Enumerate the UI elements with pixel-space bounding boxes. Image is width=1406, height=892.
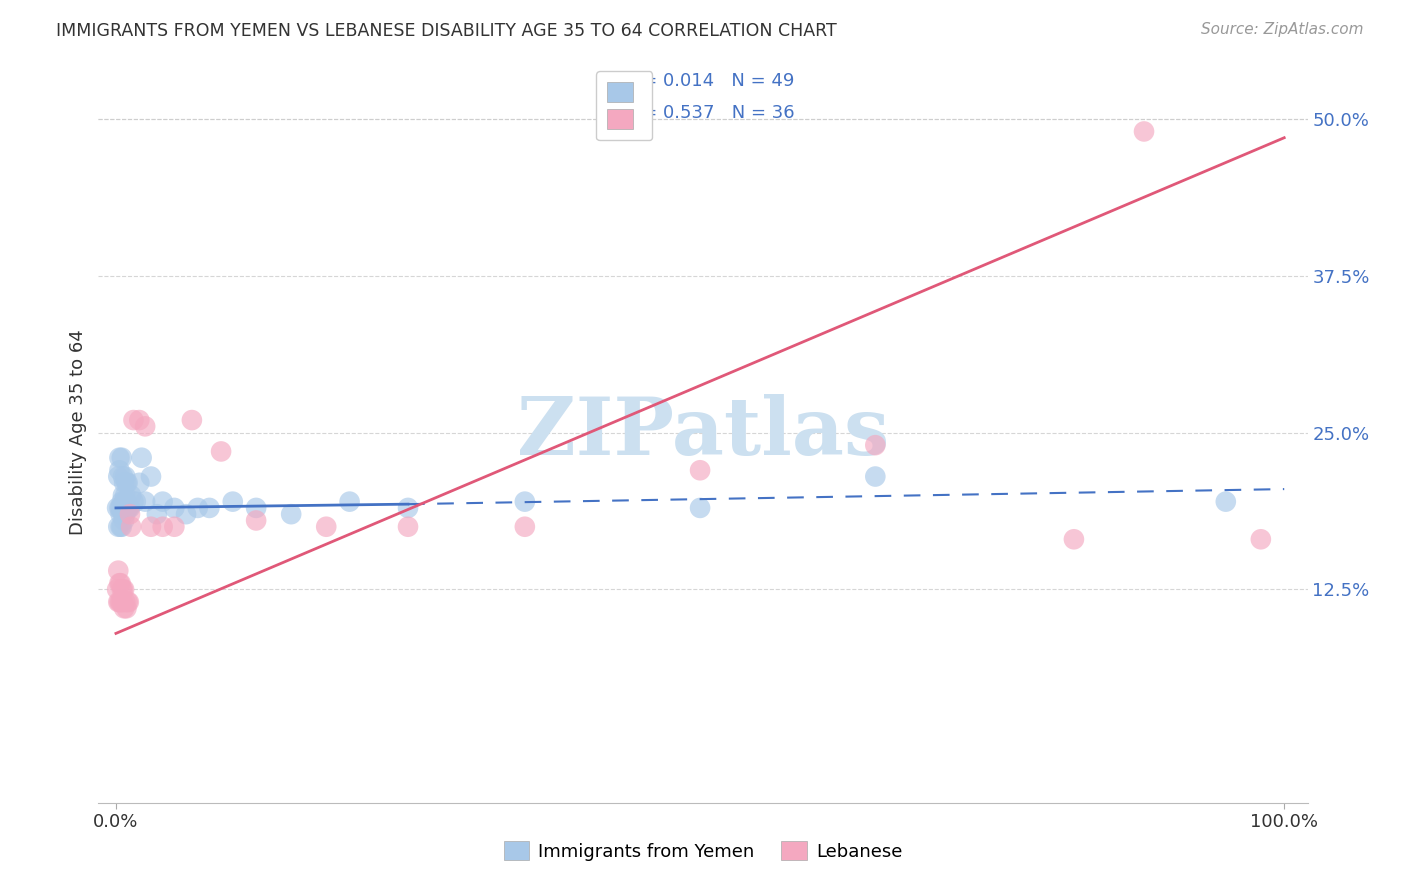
Point: [114, 488, 136, 502]
Point: [122, 494, 145, 508]
Point: [118, 595, 141, 609]
Point: [1215, 494, 1237, 508]
Point: [111, 595, 134, 609]
Point: [108, 500, 131, 515]
Point: [111, 595, 134, 609]
Point: [513, 494, 536, 508]
Point: [111, 507, 134, 521]
Point: [245, 500, 267, 515]
Point: [111, 582, 134, 597]
Point: [163, 520, 186, 534]
Text: IMMIGRANTS FROM YEMEN VS LEBANESE DISABILITY AGE 35 TO 64 CORRELATION CHART: IMMIGRANTS FROM YEMEN VS LEBANESE DISABI…: [56, 22, 837, 40]
Point: [280, 507, 302, 521]
Point: [112, 494, 135, 508]
Point: [128, 413, 150, 427]
Point: [112, 601, 135, 615]
Point: [396, 500, 419, 515]
Point: [115, 475, 138, 490]
Point: [114, 595, 136, 609]
Point: [117, 595, 139, 609]
Point: [122, 413, 145, 427]
Point: [339, 494, 361, 508]
Point: [110, 595, 132, 609]
Point: [689, 463, 711, 477]
Point: [865, 438, 887, 452]
Point: [110, 520, 132, 534]
Point: [120, 520, 142, 534]
Point: [134, 494, 156, 508]
Point: [115, 601, 138, 615]
Point: [174, 507, 197, 521]
Point: [209, 444, 232, 458]
Point: [105, 500, 128, 515]
Point: [112, 513, 135, 527]
Point: [115, 494, 138, 508]
Point: [118, 500, 141, 515]
Point: [134, 419, 156, 434]
Point: [131, 450, 153, 465]
Point: [111, 494, 134, 508]
Point: [107, 520, 129, 534]
Point: [125, 494, 148, 508]
Point: [315, 520, 337, 534]
Point: [107, 469, 129, 483]
Text: ZIPatlas: ZIPatlas: [517, 393, 889, 472]
Point: [513, 520, 536, 534]
Point: [108, 463, 131, 477]
Point: [118, 507, 141, 521]
Point: [163, 500, 186, 515]
Point: [1250, 533, 1272, 547]
Text: R = 0.014   N = 49: R = 0.014 N = 49: [624, 72, 794, 90]
Point: [152, 520, 174, 534]
Point: [689, 500, 711, 515]
Point: [111, 520, 134, 534]
Point: [865, 469, 887, 483]
Point: [111, 582, 134, 597]
Point: [108, 595, 131, 609]
Point: [128, 475, 150, 490]
Point: [105, 582, 128, 597]
Point: [111, 450, 134, 465]
Point: [112, 582, 135, 597]
Point: [1063, 533, 1085, 547]
Point: [139, 520, 162, 534]
Point: [198, 500, 221, 515]
Point: [180, 413, 202, 427]
Point: [111, 488, 134, 502]
Point: [222, 494, 245, 508]
Point: [117, 500, 139, 515]
Point: [107, 564, 129, 578]
Legend: Immigrants from Yemen, Lebanese: Immigrants from Yemen, Lebanese: [496, 833, 910, 868]
Point: [146, 507, 169, 521]
Point: [187, 500, 209, 515]
Point: [107, 595, 129, 609]
Point: [152, 494, 174, 508]
Point: [110, 576, 132, 591]
Point: [108, 576, 131, 591]
Point: [112, 475, 135, 490]
Point: [1133, 124, 1156, 138]
Point: [139, 469, 162, 483]
Point: [108, 450, 131, 465]
Point: [120, 488, 142, 502]
Point: [118, 500, 141, 515]
Y-axis label: Disability Age 35 to 64: Disability Age 35 to 64: [69, 330, 87, 535]
Point: [114, 507, 136, 521]
Text: Source: ZipAtlas.com: Source: ZipAtlas.com: [1201, 22, 1364, 37]
Point: [110, 500, 132, 515]
Point: [245, 513, 267, 527]
Point: [396, 520, 419, 534]
Point: [111, 469, 134, 483]
Point: [110, 507, 132, 521]
Point: [117, 475, 139, 490]
Text: R = 0.537   N = 36: R = 0.537 N = 36: [624, 103, 794, 122]
Point: [114, 469, 136, 483]
